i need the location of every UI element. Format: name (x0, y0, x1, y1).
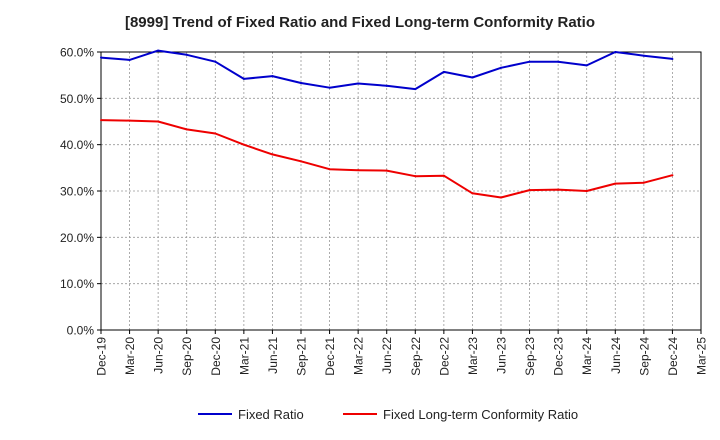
data-point (100, 119, 102, 122)
data-point (557, 188, 560, 191)
x-tick-label: Sep-24 (637, 337, 651, 376)
x-tick-label: Jun-21 (266, 337, 280, 374)
data-point (328, 86, 331, 89)
data-point (157, 49, 160, 52)
data-point (614, 51, 617, 53)
data-point (528, 189, 531, 192)
axes: 0.0% 10.0% 20.0% 30.0% 40.0% 50.0% 60.0% Dec-19… (60, 46, 709, 376)
data-point (357, 82, 360, 85)
data-point (128, 119, 131, 122)
x-tick-label: Mar-22 (352, 337, 366, 375)
data-point (185, 53, 188, 56)
data-point (500, 66, 502, 69)
grid-lines (101, 51, 701, 330)
data-point (214, 60, 217, 63)
data-point (385, 84, 388, 87)
y-tick-label: 20.0% (60, 231, 94, 245)
legend: Fixed Ratio Fixed Long-term Conformity Ra… (198, 407, 578, 422)
x-tick-label: Sep-21 (295, 337, 309, 376)
legend-item-1: Fixed Ratio (198, 407, 304, 422)
data-point (328, 168, 331, 171)
data-point (671, 57, 674, 60)
x-tick-label: Mar-23 (466, 337, 480, 375)
series-lines (100, 49, 674, 199)
y-tick-label: 60.0% (60, 46, 94, 60)
x-tick-label: Dec-19 (95, 337, 109, 376)
data-point (642, 54, 645, 57)
data-point (414, 175, 417, 178)
data-point (585, 64, 588, 67)
x-tick-label: Mar-21 (237, 337, 251, 375)
x-tick-label: Mar-20 (123, 337, 137, 375)
data-point (157, 120, 160, 123)
x-tick-label: Dec-23 (552, 337, 566, 376)
data-point (214, 132, 217, 135)
data-point (671, 174, 674, 177)
y-tick-label: 30.0% (60, 185, 94, 199)
data-point (557, 60, 560, 63)
x-tick-label: Jun-20 (152, 337, 166, 374)
x-tick-label: Mar-24 (580, 337, 594, 375)
data-point (471, 76, 474, 79)
data-point (471, 192, 474, 195)
x-tick-label: Jun-22 (380, 337, 394, 374)
data-point (442, 70, 445, 73)
x-tick-label: Dec-21 (323, 337, 337, 376)
y-tick-label: 40.0% (60, 138, 94, 152)
x-tick-label: Sep-23 (523, 337, 537, 376)
x-tick-label: Dec-20 (209, 337, 223, 376)
data-point (271, 153, 274, 156)
data-point (500, 196, 502, 199)
data-point (185, 128, 188, 131)
y-tick-label: 50.0% (60, 92, 94, 106)
data-point (642, 181, 645, 184)
legend-label: Fixed Ratio (238, 407, 304, 422)
x-tick-label: Sep-22 (409, 337, 423, 376)
data-point (442, 174, 445, 177)
x-tick-label: Jun-24 (609, 337, 623, 374)
x-tick-label: Jun-23 (495, 337, 509, 374)
data-point (585, 190, 588, 192)
data-point (357, 169, 360, 172)
data-point (242, 77, 245, 80)
data-point (385, 169, 388, 172)
y-tick-label: 10.0% (60, 277, 94, 291)
data-point (271, 75, 274, 78)
data-point (414, 88, 417, 91)
y-tick-label: 0.0% (67, 324, 95, 338)
data-point (300, 82, 302, 85)
x-tick-label: Dec-24 (666, 337, 680, 376)
legend-label: Fixed Long-term Conformity Ratio (383, 407, 578, 422)
x-tick-label: Sep-20 (180, 337, 194, 376)
chart-title: [8999] Trend of Fixed Ratio and Fixed Lo… (124, 14, 596, 31)
data-point (100, 56, 102, 59)
data-point (528, 60, 531, 63)
legend-item-2: Fixed Long-term Conformity Ratio (343, 407, 578, 422)
data-point (300, 160, 302, 163)
data-point (128, 58, 131, 61)
data-point (614, 182, 617, 185)
data-point (242, 143, 245, 146)
x-tick-label: Mar-25 (695, 337, 709, 375)
x-tick-label: Dec-22 (437, 337, 451, 376)
